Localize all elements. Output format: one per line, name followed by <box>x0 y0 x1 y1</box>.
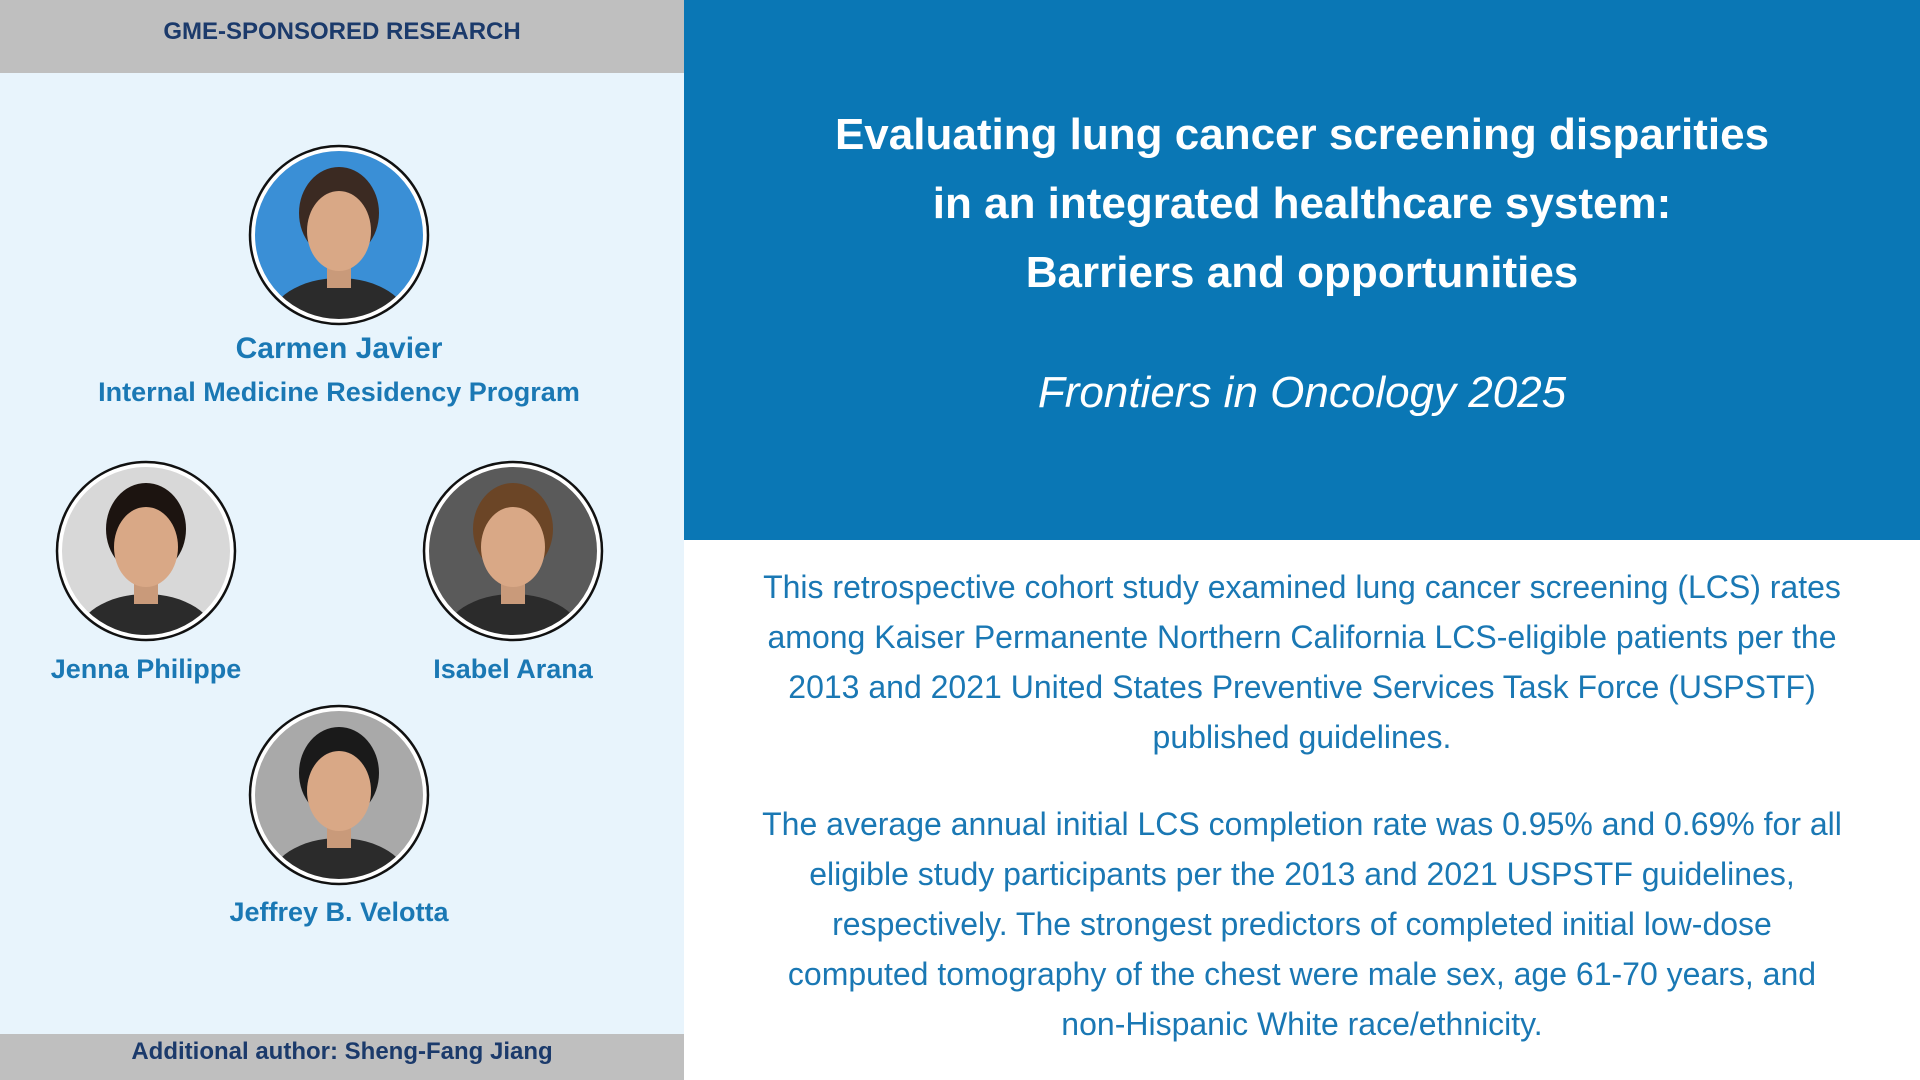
body-line: published guidelines. <box>1152 719 1452 755</box>
body-line: computed tomography of the chest were ma… <box>787 956 1817 992</box>
author-photo <box>248 704 430 886</box>
author-name: Jeffrey B. Velotta <box>229 897 449 927</box>
title-panel <box>684 0 1920 540</box>
body-line: eligible study participants per the 2013… <box>809 856 1795 892</box>
author-name: Jenna Philippe <box>50 654 242 684</box>
body-line: This retrospective cohort study examined… <box>763 569 1841 605</box>
body-line: 2013 and 2021 United States Preventive S… <box>788 669 1816 705</box>
author-photo <box>55 460 237 642</box>
title-line: in an integrated healthcare system: <box>932 179 1672 228</box>
footer-bar <box>0 1034 684 1080</box>
journal: Frontiers in Oncology 2025 <box>1037 368 1567 417</box>
footer-label: Additional author: Sheng-Fang Jiang <box>131 1038 553 1065</box>
author-name: Isabel Arana <box>433 654 593 684</box>
body-line: respectively. The strongest predictors o… <box>832 906 1772 942</box>
author-name: Carmen Javier <box>235 332 443 365</box>
title-line: Barriers and opportunities <box>1025 248 1579 297</box>
body-line: non-Hispanic White race/ethnicity. <box>1061 1006 1543 1042</box>
author-photo <box>248 144 430 326</box>
body-line: The average annual initial LCS completio… <box>762 806 1842 842</box>
header-bar <box>0 0 684 73</box>
author-photo <box>422 460 604 642</box>
title-line: Evaluating lung cancer screening dispari… <box>834 110 1770 159</box>
author-program: Internal Medicine Residency Program <box>98 377 580 407</box>
body-line: among Kaiser Permanente Northern Califor… <box>767 619 1837 655</box>
header-label: GME-SPONSORED RESEARCH <box>163 18 521 45</box>
